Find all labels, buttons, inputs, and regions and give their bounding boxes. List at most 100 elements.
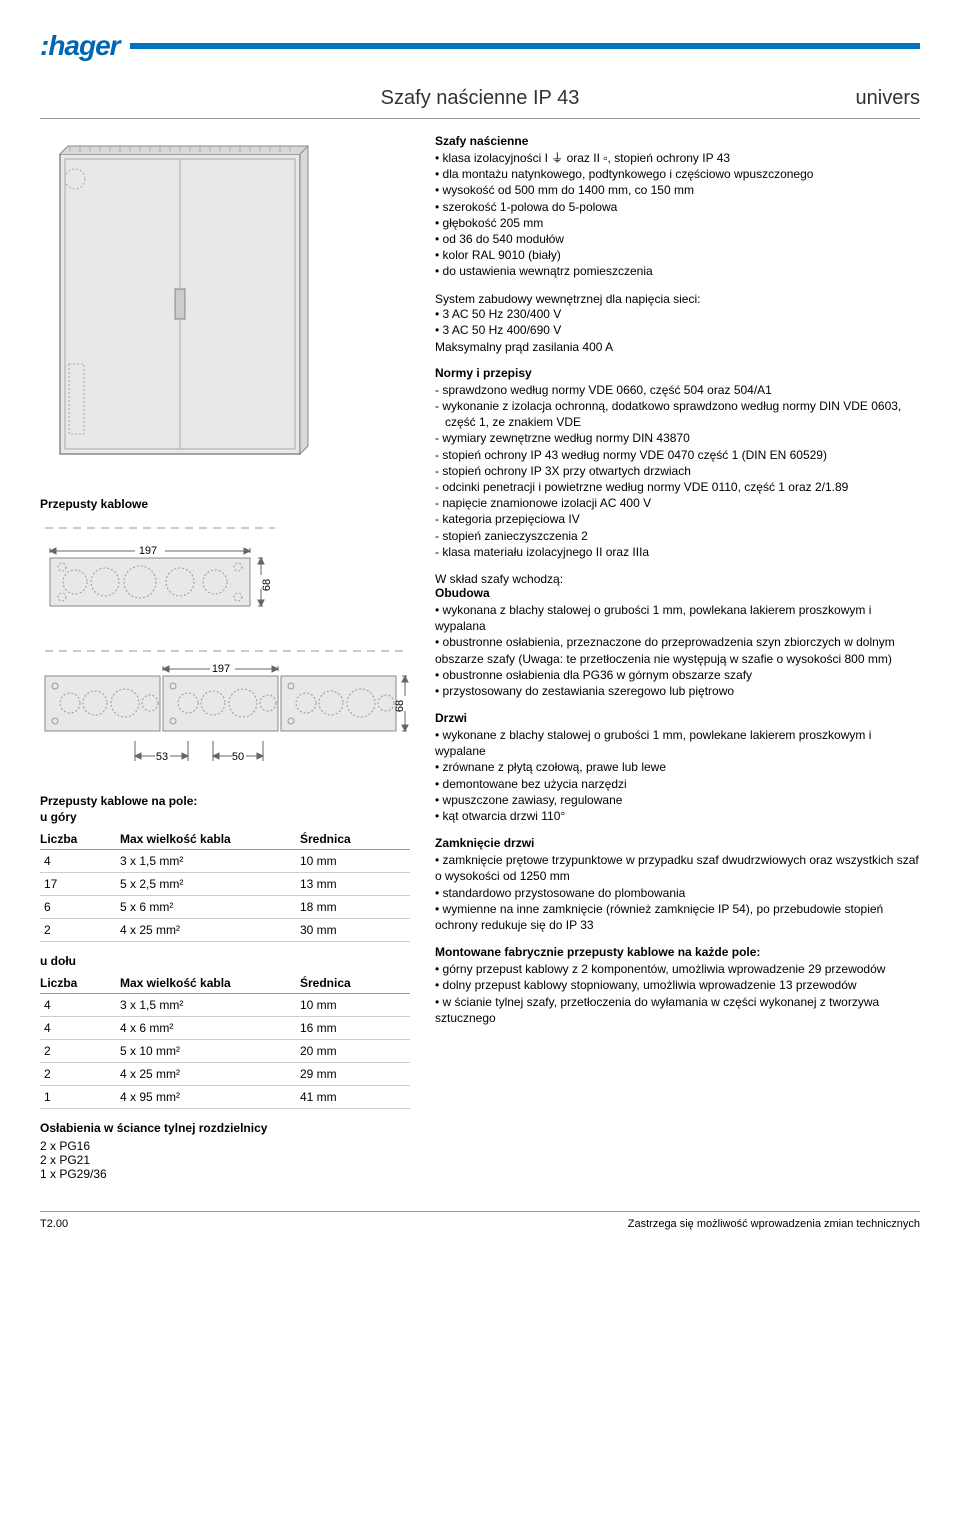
list-item: klasa izolacyjności I ⏚ oraz II ▫, stopi… (435, 150, 920, 166)
list-item: głębokość 205 mm (435, 215, 920, 231)
th-max: Max wielkość kabla (120, 832, 300, 846)
s7-list: górny przepust kablowy z 2 komponentów, … (435, 961, 920, 1026)
title-row: Szafy naścienne IP 43 univers (40, 87, 920, 110)
cell-liczba: 4 (40, 1021, 120, 1035)
cell-srednica: 18 mm (300, 900, 410, 914)
s4-list: wykonana z blachy stalowej o grubości 1 … (435, 602, 920, 699)
cell-max: 5 x 2,5 mm² (120, 877, 300, 891)
dim2-a: 53 (156, 751, 168, 763)
list-item: szerokość 1-polowa do 5-polowa (435, 199, 920, 215)
cell-liczba: 2 (40, 923, 120, 937)
s1-list: klasa izolacyjności I ⏚ oraz II ▫, stopi… (435, 150, 920, 280)
table-row: 65 x 6 mm²18 mm (40, 896, 410, 919)
oslab-line: 2 x PG21 (40, 1153, 410, 1167)
s5-title: Drzwi (435, 711, 920, 725)
s1-title: Szafy naścienne (435, 134, 920, 148)
list-item: dla montażu natynkowego, podtynkowego i … (435, 166, 920, 182)
cell-srednica: 10 mm (300, 854, 410, 868)
cell-srednica: 30 mm (300, 923, 410, 937)
cell-srednica: 13 mm (300, 877, 410, 891)
table-header-2: Liczba Max wielkość kabla Średnica (40, 976, 410, 994)
oslab-lines: 2 x PG162 x PG211 x PG29/36 (40, 1139, 410, 1181)
s3-list: - sprawdzono według normy VDE 0660, częś… (435, 382, 920, 560)
s2-list: 3 AC 50 Hz 230/400 V3 AC 50 Hz 400/690 V (435, 306, 920, 338)
cell-max: 4 x 25 mm² (120, 923, 300, 937)
th2-liczba: Liczba (40, 976, 120, 990)
cell-liczba: 4 (40, 998, 120, 1012)
th-liczba: Liczba (40, 832, 120, 846)
cell-liczba: 2 (40, 1067, 120, 1081)
list-item: - klasa materiału izolacyjnego II oraz I… (435, 544, 920, 560)
list-item: wykonane z blachy stalowej o grubości 1 … (435, 727, 920, 759)
list-item: obustronne osłabienia, przeznaczone do p… (435, 634, 920, 666)
cell-srednica: 41 mm (300, 1090, 410, 1104)
s7-title: Montowane fabrycznie przepusty kablowe n… (435, 945, 920, 959)
list-item: przystosowany do zestawiania szeregowo l… (435, 683, 920, 699)
cell-liczba: 17 (40, 877, 120, 891)
footer-page: T2.00 (40, 1218, 68, 1230)
footer: T2.00 Zastrzega się możliwość wprowadzen… (40, 1211, 920, 1230)
table-bottom-body: 43 x 1,5 mm²10 mm44 x 6 mm²16 mm25 x 10 … (40, 994, 410, 1109)
list-item: wpuszczone zawiasy, regulowane (435, 792, 920, 808)
cell-liczba: 1 (40, 1090, 120, 1104)
list-item: górny przepust kablowy z 2 komponentów, … (435, 961, 920, 977)
list-item: - stopień ochrony IP 3X przy otwartych d… (435, 463, 920, 479)
cell-max: 4 x 6 mm² (120, 1021, 300, 1035)
list-item: wykonana z blachy stalowej o grubości 1 … (435, 602, 920, 634)
cell-srednica: 10 mm (300, 998, 410, 1012)
list-item: 3 AC 50 Hz 230/400 V (435, 306, 920, 322)
list-item: wymienne na inne zamknięcie (również zam… (435, 901, 920, 933)
left-column: Przepusty kablowe 197 68 (40, 134, 410, 1181)
right-column: Szafy naścienne klasa izolacyjności I ⏚ … (435, 134, 920, 1181)
s2-line1: System zabudowy wewnętrznej dla napięcia… (435, 292, 920, 306)
list-item: - kategoria przepięciowa IV (435, 511, 920, 527)
list-item: zamknięcie prętowe trzypunktowe w przypa… (435, 852, 920, 884)
dim2-h: 197 (212, 663, 230, 675)
list-item: demontowane bez użycia narzędzi (435, 776, 920, 792)
th-srednica: Średnica (300, 832, 410, 846)
cell-srednica: 16 mm (300, 1021, 410, 1035)
table-row: 43 x 1,5 mm²10 mm (40, 850, 410, 873)
dim2-b: 50 (232, 751, 244, 763)
list-item: dolny przepust kablowy stopniowany, umoż… (435, 977, 920, 993)
list-item: - sprawdzono według normy VDE 0660, częś… (435, 382, 920, 398)
list-item: - stopień ochrony IP 43 według normy VDE… (435, 447, 920, 463)
list-item: kąt otwarcia drzwi 110° (435, 808, 920, 824)
cell-liczba: 6 (40, 900, 120, 914)
oslab-title: Osłabienia w ściance tylnej rozdzielnicy (40, 1121, 410, 1135)
cell-srednica: 20 mm (300, 1044, 410, 1058)
rule (40, 118, 920, 119)
gland-diagram-bottom: 197 68 53 50 (40, 646, 410, 776)
s3-title: Normy i przepisy (435, 366, 920, 380)
list-item: - wymiary zewnętrzne według normy DIN 43… (435, 430, 920, 446)
cell-max: 3 x 1,5 mm² (120, 854, 300, 868)
header: :hager (40, 30, 920, 62)
cell-max: 3 x 1,5 mm² (120, 998, 300, 1012)
oslab-line: 2 x PG16 (40, 1139, 410, 1153)
gland-diagram-top: 197 68 (40, 523, 280, 618)
list-item: - odcinki penetracji i powietrzne według… (435, 479, 920, 495)
list-item: kolor RAL 9010 (biały) (435, 247, 920, 263)
s6-list: zamknięcie prętowe trzypunktowe w przypa… (435, 852, 920, 933)
th2-max: Max wielkość kabla (120, 976, 300, 990)
list-item: do ustawienia wewnątrz pomieszczenia (435, 263, 920, 279)
table-row: 24 x 25 mm²30 mm (40, 919, 410, 942)
table-row: 175 x 2,5 mm²13 mm (40, 873, 410, 896)
list-item: wysokość od 500 mm do 1400 mm, co 150 mm (435, 182, 920, 198)
list-item: - wykonanie z izolacja ochronną, dodatko… (435, 398, 920, 430)
s4-line1: W skład szafy wchodzą: (435, 572, 920, 586)
cell-max: 5 x 6 mm² (120, 900, 300, 914)
table-row: 43 x 1,5 mm²10 mm (40, 994, 410, 1017)
page-title: Szafy naścienne IP 43 (40, 87, 920, 110)
list-item: standardowo przystosowane do plombowania (435, 885, 920, 901)
s2-line2: Maksymalny prąd zasilania 400 A (435, 340, 920, 354)
cell-max: 4 x 95 mm² (120, 1090, 300, 1104)
table-row: 14 x 95 mm²41 mm (40, 1086, 410, 1109)
table-header: Liczba Max wielkość kabla Średnica (40, 832, 410, 850)
list-item: zrównane z płytą czołową, prawe lub lewe (435, 759, 920, 775)
dim-h: 197 (139, 545, 157, 557)
list-item: od 36 do 540 modułów (435, 231, 920, 247)
dim-v: 68 (261, 579, 273, 591)
list-item: - stopień zanieczyszczenia 2 (435, 528, 920, 544)
cell-srednica: 29 mm (300, 1067, 410, 1081)
